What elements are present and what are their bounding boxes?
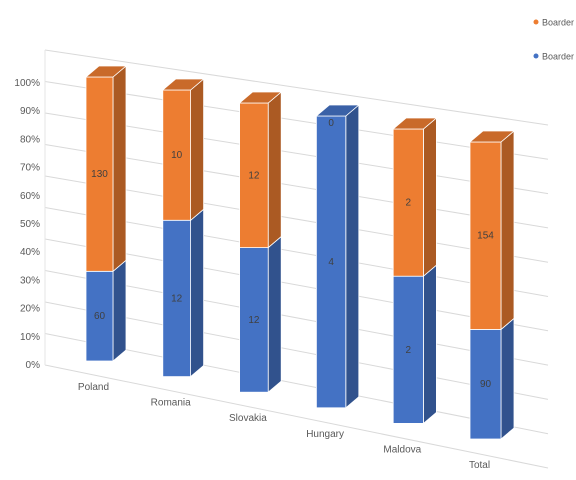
bar-side-0 (190, 208, 205, 378)
category-label: Maldova (383, 444, 421, 455)
bar-top-1 (392, 117, 438, 130)
bar-segment-1 (392, 128, 424, 277)
data-label: 60 (94, 311, 106, 322)
y-tick-label: 70% (20, 163, 40, 174)
bar-side-0 (345, 104, 360, 409)
gridline (44, 238, 549, 332)
bar-segment-1 (85, 76, 114, 272)
bar-top-1 (238, 91, 283, 104)
data-label: 4 (328, 257, 334, 268)
bar-segment-0 (315, 115, 347, 409)
bar-side-0 (267, 235, 282, 394)
category-label: Romania (151, 398, 191, 409)
y-tick-label: 90% (20, 106, 40, 117)
gridline (44, 207, 549, 297)
bar-side-0 (422, 264, 437, 425)
data-label: 0 (328, 118, 334, 129)
bar-side-0 (500, 317, 515, 440)
bar-side-1 (267, 91, 282, 249)
data-label: 12 (248, 170, 260, 181)
category-label: Hungary (306, 429, 344, 440)
data-label: 2 (406, 198, 412, 209)
y-tick-label: 30% (20, 275, 40, 286)
data-label: 154 (477, 231, 494, 242)
bar-segment-0 (469, 329, 502, 440)
y-tick-label: 50% (20, 219, 40, 230)
data-label: 12 (248, 315, 260, 326)
gridline (44, 301, 549, 400)
y-tick-label: 10% (20, 332, 40, 343)
bar-segment-1 (469, 141, 502, 330)
bar-segment-0 (239, 247, 269, 393)
y-tick-label: 80% (20, 134, 40, 145)
gridline (44, 175, 549, 263)
gridline (44, 81, 549, 160)
bar-segment-1 (239, 102, 269, 249)
data-label: 90 (480, 379, 492, 390)
legend: Boarder Boarder (533, 18, 574, 62)
legend-label-series-1: Boarder (542, 52, 574, 62)
y-tick-label: 100% (14, 78, 40, 89)
gridline (44, 112, 549, 195)
category-label: Slovakia (229, 413, 267, 424)
bar-top-0 (315, 104, 360, 117)
y-tick-label: 0% (26, 360, 41, 371)
bar-side-1 (112, 65, 127, 273)
category-label: Poland (78, 382, 109, 393)
y-tick-label: 60% (20, 191, 40, 202)
bar-side-1 (190, 78, 205, 222)
gridline (44, 270, 549, 366)
bar-side-0 (112, 259, 127, 362)
bar-segment-0 (392, 275, 424, 424)
bar-side-1 (500, 130, 515, 331)
data-label: 130 (91, 169, 108, 180)
x-axis-categories: Poland Romania Slovakia Hungary Maldova Total (78, 382, 490, 471)
gridline (44, 364, 549, 469)
bar-top-1 (468, 130, 516, 143)
bar-top-1 (84, 65, 128, 78)
legend-label-series-2: Boarder (542, 18, 574, 28)
data-label: 2 (406, 345, 412, 356)
data-label: 10 (171, 150, 183, 161)
legend-marker-orange (533, 19, 539, 25)
gridline (44, 333, 549, 435)
bar-side-1 (422, 117, 437, 278)
bar-top-1 (161, 78, 205, 91)
gridlines (44, 49, 549, 469)
gridline (44, 49, 549, 126)
gridline (44, 144, 549, 229)
bar-segment-0 (162, 219, 192, 377)
category-label: Total (469, 460, 490, 471)
y-tick-label: 20% (20, 304, 40, 315)
y-axis-ticks: 0% 10% 20% 30% 40% 50% 60% 70% 80% 90% 100% (14, 78, 40, 371)
bars: 60 130 12 10 12 12 4 0 2 2 90 154 (84, 65, 516, 440)
bar-segment-1 (162, 89, 192, 221)
data-label: 12 (171, 293, 183, 304)
legend-marker-blue (533, 53, 539, 59)
y-tick-label: 40% (20, 247, 40, 258)
bar-segment-0 (85, 270, 114, 362)
